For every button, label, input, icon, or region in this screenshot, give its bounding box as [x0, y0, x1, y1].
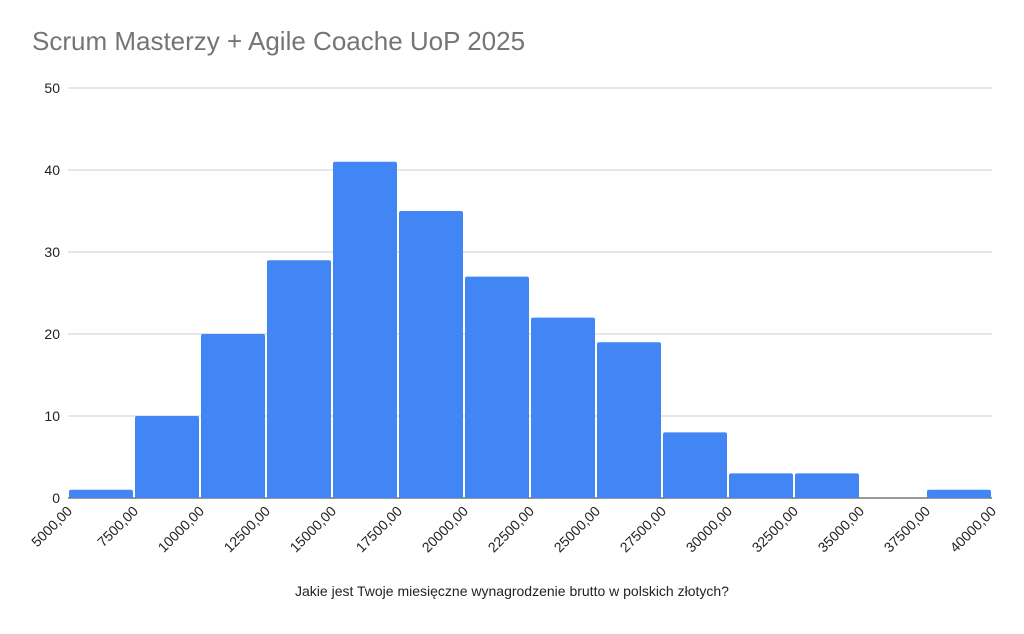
- x-tick-label: 7500,00: [94, 503, 141, 550]
- x-tick-label: 15000,00: [287, 503, 340, 556]
- histogram-bar: [597, 342, 661, 498]
- y-tick-label: 0: [52, 490, 60, 506]
- histogram-bar: [663, 432, 727, 498]
- histogram-bar: [399, 211, 463, 498]
- y-tick-label: 20: [44, 326, 60, 342]
- histogram-bar: [927, 489, 991, 498]
- x-tick-label: 35000,00: [815, 503, 868, 556]
- histogram-bar: [69, 489, 133, 498]
- histogram-bar: [531, 317, 595, 498]
- x-tick-label: 5000,00: [28, 503, 75, 550]
- histogram-bar: [333, 161, 397, 499]
- x-tick-label: 30000,00: [683, 503, 736, 556]
- x-tick-label: 40000,00: [947, 503, 1000, 556]
- histogram-bar: [795, 473, 859, 498]
- y-tick-label: 50: [44, 80, 60, 96]
- y-tick-label: 10: [44, 408, 60, 424]
- x-tick-label: 17500,00: [353, 503, 406, 556]
- x-axis-ticks: 5000,00 7500,00 10000,00 12500,00 15000,00 17…: [28, 503, 999, 556]
- x-tick-label: 10000,00: [155, 503, 208, 556]
- bars: [69, 161, 991, 499]
- chart-title: Scrum Masterzy + Agile Coache UoP 2025: [32, 26, 526, 56]
- histogram-bar: [201, 334, 265, 498]
- y-tick-label: 30: [44, 244, 60, 260]
- x-axis-label: Jakie jest Twoje miesięczne wynagrodzeni…: [295, 583, 729, 599]
- x-tick-label: 22500,00: [485, 503, 538, 556]
- histogram-bar: [729, 473, 793, 498]
- histogram-bar: [135, 416, 199, 498]
- y-tick-label: 40: [44, 162, 60, 178]
- histogram-bar: [465, 276, 529, 498]
- x-tick-label: 32500,00: [749, 503, 802, 556]
- histogram-bar: [267, 260, 331, 498]
- x-tick-label: 20000,00: [419, 503, 472, 556]
- y-axis-ticks: 0 10 20 30 40 50: [44, 80, 60, 506]
- x-tick-label: 27500,00: [617, 503, 670, 556]
- x-tick-label: 37500,00: [881, 503, 934, 556]
- x-tick-label: 25000,00: [551, 503, 604, 556]
- x-tick-label: 12500,00: [221, 503, 274, 556]
